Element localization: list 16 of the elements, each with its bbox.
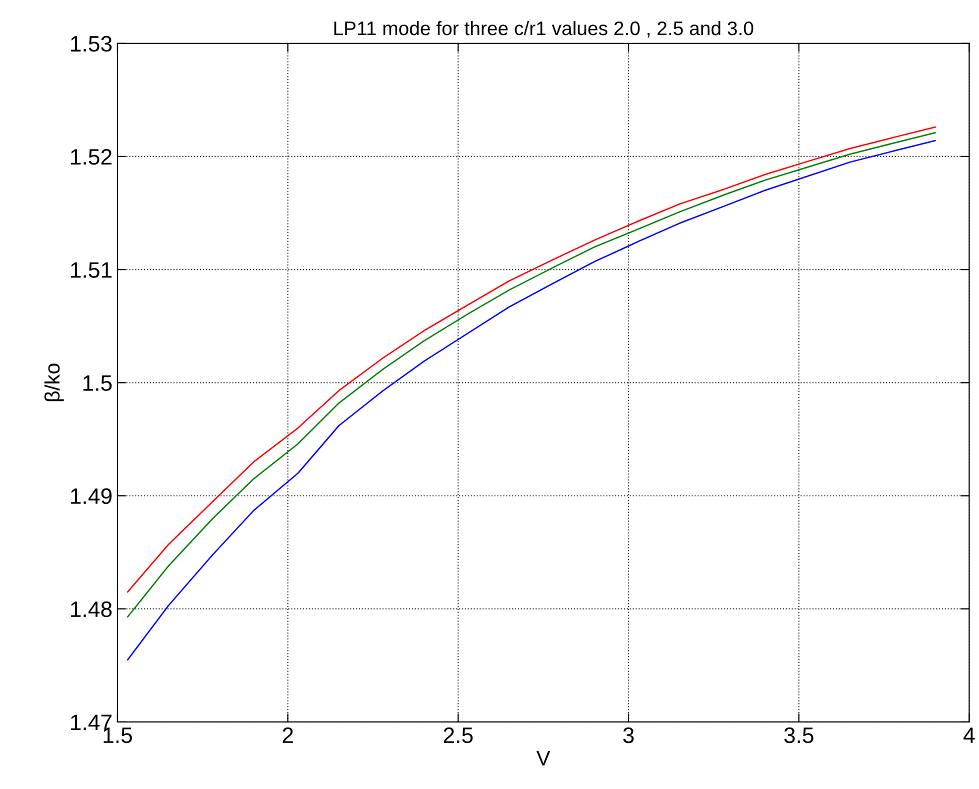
y-tick-label: 1.53 xyxy=(71,36,112,52)
x-tick-label: 4 xyxy=(964,728,975,743)
x-tick-label: 1.5 xyxy=(104,728,132,744)
chart-title: LP11 mode for three c/r1 values 2.0 , 2.5 and 3.0 xyxy=(334,20,754,38)
x-axis-title: V xyxy=(536,751,550,766)
y-tick-label: 1.47 xyxy=(71,714,112,730)
y-tick-label: 1.52 xyxy=(71,149,112,165)
x-tick-label: 3.5 xyxy=(784,727,814,744)
x-tick-label: 2.5 xyxy=(444,727,473,744)
y-tick-label: 1.51 xyxy=(71,262,112,278)
y-tick-label: 1.48 xyxy=(71,601,112,618)
y-tick-label: 1.5 xyxy=(83,375,112,391)
x-tick-label: 3 xyxy=(623,727,634,744)
y-tick-label: 1.49 xyxy=(71,488,112,504)
x-tick-label: 2 xyxy=(282,727,293,743)
y-axis-title: β/ko xyxy=(44,364,64,402)
